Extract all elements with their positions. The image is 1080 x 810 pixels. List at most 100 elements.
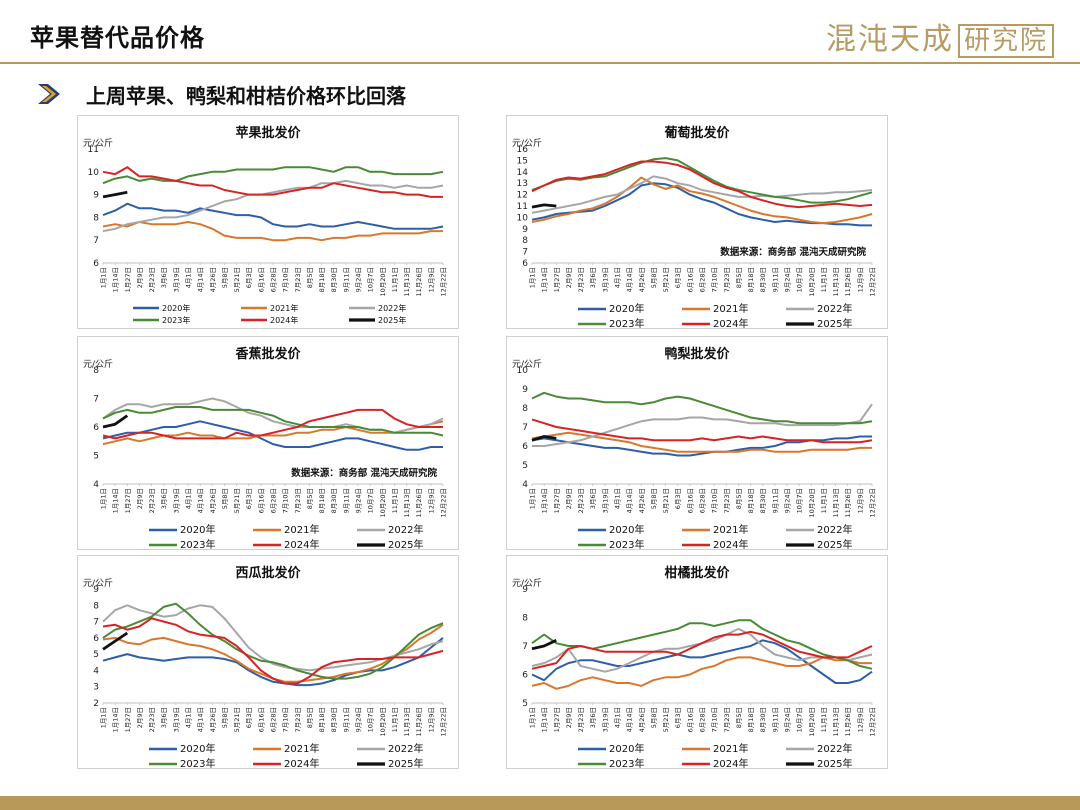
y-tick-label: 14 xyxy=(517,168,529,178)
x-tick-label: 1月14日 xyxy=(112,488,120,513)
x-tick-label: 7月10日 xyxy=(282,707,290,732)
x-tick-label: 4月1日 xyxy=(614,267,622,288)
legend-label: 2022年 xyxy=(817,742,852,755)
series-line-5 xyxy=(531,435,557,442)
logo-box-text: 研究院 xyxy=(957,24,1054,58)
x-tick-label: 2月23日 xyxy=(148,488,156,513)
y-tick-label: 10 xyxy=(517,366,529,376)
x-tick-label: 4月14日 xyxy=(197,707,205,732)
y-axis-label: 元/公斤 xyxy=(512,578,542,589)
y-axis-label: 元/公斤 xyxy=(83,359,113,370)
series-line-1 xyxy=(531,176,873,225)
chart-title: 苹果批发价 xyxy=(235,125,301,141)
y-tick-label: 8 xyxy=(93,601,99,611)
series-line-4 xyxy=(531,160,873,209)
x-tick-label: 2月23日 xyxy=(577,488,585,513)
legend-label: 2021年 xyxy=(713,523,748,536)
x-tick-label: 5月21日 xyxy=(662,488,670,513)
x-tick-label: 7月10日 xyxy=(282,267,290,292)
x-tick-label: 6月3日 xyxy=(245,707,253,728)
x-tick-label: 6月16日 xyxy=(257,707,265,732)
legend-label: 2021年 xyxy=(284,742,319,755)
x-tick-label: 5月21日 xyxy=(233,488,241,513)
x-tick-label: 6月16日 xyxy=(686,488,694,513)
series-line-4 xyxy=(531,630,873,670)
x-tick-label: 1月27日 xyxy=(553,707,561,732)
x-tick-label: 11月26日 xyxy=(415,707,423,737)
legend-label: 2020年 xyxy=(162,303,190,313)
x-tick-label: 10月7日 xyxy=(367,267,375,292)
x-tick-label: 4月14日 xyxy=(626,488,634,513)
x-tick-label: 4月1日 xyxy=(614,488,622,509)
x-tick-label: 9月24日 xyxy=(784,267,792,292)
x-tick-label: 10月7日 xyxy=(367,707,375,732)
y-tick-label: 3 xyxy=(93,683,99,693)
legend-label: 2023年 xyxy=(609,538,644,550)
x-tick-label: 5月21日 xyxy=(662,707,670,732)
y-tick-label: 6 xyxy=(522,442,528,452)
x-tick-label: 3月6日 xyxy=(589,488,597,509)
x-tick-label: 3月6日 xyxy=(160,488,168,509)
x-tick-label: 1月14日 xyxy=(112,267,120,292)
x-tick-label: 7月10日 xyxy=(711,707,719,732)
x-tick-label: 6月16日 xyxy=(257,267,265,292)
x-tick-label: 4月14日 xyxy=(197,267,205,292)
x-tick-label: 1月14日 xyxy=(112,707,120,732)
legend-label: 2025年 xyxy=(388,757,423,769)
series-line-4 xyxy=(102,617,444,685)
legend-label: 2024年 xyxy=(713,317,748,329)
x-tick-label: 4月14日 xyxy=(197,488,205,513)
x-tick-label: 3月6日 xyxy=(160,707,168,728)
x-tick-label: 8月18日 xyxy=(747,267,755,292)
legend-label: 2023年 xyxy=(609,757,644,769)
x-tick-label: 1月1日 xyxy=(100,488,108,509)
legend-label: 2022年 xyxy=(388,742,423,755)
x-tick-label: 1月27日 xyxy=(553,488,561,513)
y-tick-label: 12 xyxy=(517,191,528,201)
x-tick-label: 6月28日 xyxy=(699,707,707,732)
y-tick-label: 7 xyxy=(93,395,99,405)
x-tick-label: 2月23日 xyxy=(577,707,585,732)
chart-title: 柑橘批发价 xyxy=(664,565,730,581)
section-subtitle: 上周苹果、鸭梨和柑桔价格环比回落 xyxy=(86,84,406,108)
y-tick-label: 6 xyxy=(522,671,528,681)
y-tick-label: 8 xyxy=(522,614,528,624)
y-axis-label: 元/公斤 xyxy=(83,578,113,589)
y-tick-label: 6 xyxy=(93,259,99,269)
x-tick-label: 10月7日 xyxy=(796,488,804,513)
legend-label: 2023年 xyxy=(609,317,644,329)
series-line-3 xyxy=(102,406,444,437)
x-tick-label: 2月9日 xyxy=(565,267,573,288)
x-tick-label: 1月14日 xyxy=(541,267,549,292)
x-tick-label: 10月20日 xyxy=(808,267,816,297)
y-tick-label: 6 xyxy=(522,259,528,269)
x-tick-label: 1月14日 xyxy=(541,488,549,513)
x-tick-label: 7月10日 xyxy=(711,267,719,292)
logo-text: 混沌天成 xyxy=(825,22,954,57)
x-tick-label: 8月5日 xyxy=(306,707,314,728)
x-tick-label: 4月1日 xyxy=(185,267,193,288)
x-tick-label: 3月6日 xyxy=(160,267,168,288)
legend-label: 2025年 xyxy=(817,538,852,550)
legend-label: 2024年 xyxy=(284,538,319,550)
x-tick-label: 8月5日 xyxy=(735,707,743,728)
y-tick-label: 5 xyxy=(93,650,99,660)
x-tick-label: 4月26日 xyxy=(638,488,646,513)
legend-label: 2020年 xyxy=(609,742,644,755)
x-tick-label: 4月26日 xyxy=(638,707,646,732)
x-tick-label: 8月30日 xyxy=(759,488,767,513)
y-tick-label: 10 xyxy=(88,168,100,178)
header-divider xyxy=(0,62,1080,64)
x-tick-label: 2月23日 xyxy=(148,267,156,292)
series-line-0 xyxy=(531,639,873,684)
x-tick-label: 9月24日 xyxy=(784,488,792,513)
y-tick-label: 5 xyxy=(522,699,528,709)
y-tick-label: 6 xyxy=(93,423,99,433)
x-tick-label: 10月7日 xyxy=(367,488,375,513)
y-tick-label: 7 xyxy=(522,423,528,433)
x-tick-label: 10月7日 xyxy=(796,707,804,732)
